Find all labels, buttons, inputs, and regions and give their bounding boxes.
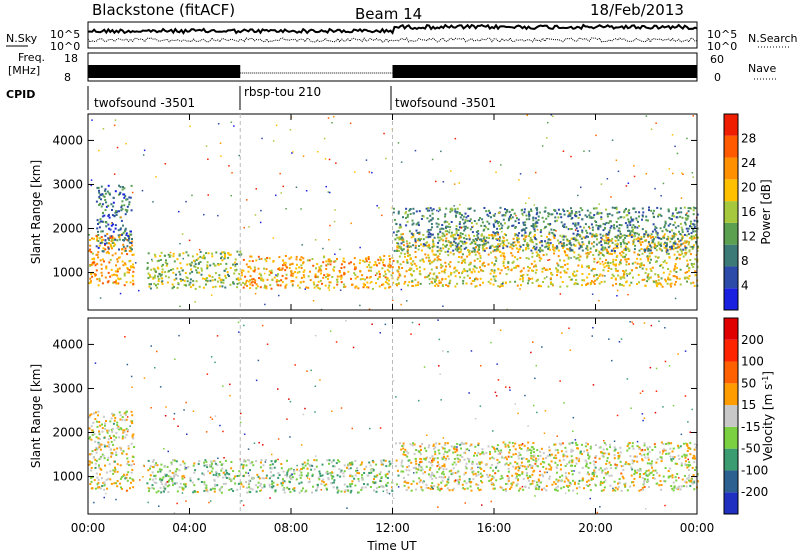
- y-tick-label: 3000: [52, 177, 83, 191]
- nave-tick-top: 60: [710, 53, 724, 66]
- x-tick-label: 00:00: [71, 521, 106, 535]
- station-title: Blackstone (fitACF): [92, 1, 235, 19]
- power-echoes: [88, 114, 699, 311]
- velocity-echoes: [88, 319, 699, 514]
- colorbar-tick-label: 28: [741, 132, 756, 146]
- colorbar-tick-label: -50: [741, 442, 761, 456]
- colorbar-swatch: [724, 492, 738, 514]
- colorbar-frame: [723, 317, 739, 515]
- colorbar-tick-label: 20: [741, 181, 756, 195]
- power-colorbar: 4 8 12 16 20 24 28: [723, 113, 756, 311]
- colorbar-tick-label: 200: [741, 333, 764, 347]
- colorbar-swatch: [724, 114, 738, 136]
- nsky-tick-bottom: 10^0: [50, 40, 80, 53]
- x-axis-label: Time UT: [366, 539, 417, 553]
- nsearch-trace: [87, 37, 698, 43]
- colorbar-swatch: [724, 318, 738, 340]
- x-tick-label: 00:00: [680, 521, 715, 535]
- echo-region-2: [146, 250, 243, 290]
- y-tick-label: 4000: [52, 133, 83, 147]
- colorbar-frame: [723, 113, 739, 311]
- colorbar-swatch: [724, 339, 738, 362]
- cpid-label: CPID: [6, 88, 35, 101]
- colorbar-tick-label: 24: [741, 156, 756, 170]
- echo-region-5: [392, 206, 699, 253]
- x-tick-labels: 00:00 04:00 08:00 12:00 16:00 20:00 00:00: [71, 521, 715, 535]
- x-tick-label: 20:00: [578, 521, 613, 535]
- nsky-tick-top: 10^5: [50, 28, 80, 41]
- colorbar-swatch: [724, 222, 738, 245]
- echo-region-3: [395, 441, 699, 492]
- colorbar-swatch: [724, 135, 738, 158]
- colorbar-tick-label: 8: [741, 254, 749, 268]
- nave-tick-bottom: 0: [714, 71, 721, 84]
- nsearch-tick-bottom: 10^0: [707, 40, 737, 53]
- nsearch-tick-top: 10^5: [707, 28, 737, 41]
- colorbar-swatch: [724, 244, 738, 267]
- colorbar-tick-label: -15: [741, 420, 761, 434]
- colorbar-swatch: [724, 179, 738, 202]
- nsearch-label: N.Search: [748, 32, 798, 45]
- colorbar-swatch: [724, 426, 738, 449]
- colorbar-swatch: [724, 266, 738, 289]
- colorbar-swatch: [724, 361, 738, 384]
- colorbar-swatch: [724, 383, 738, 406]
- cpid-segment-2: rbsp-tou 210: [244, 85, 321, 99]
- colorbar-swatch: [724, 157, 738, 180]
- freq-band-1: [392, 65, 697, 78]
- beam-title: Beam 14: [355, 5, 422, 23]
- x-tick-label: 12:00: [375, 521, 410, 535]
- power-colorbar-label: Power [dB]: [759, 179, 773, 244]
- y-tick-label: 1000: [52, 266, 83, 280]
- freq-band-0: [88, 65, 241, 78]
- colorbar-tick-label: 15: [741, 398, 756, 412]
- colorbar-swatch: [724, 288, 738, 310]
- colorbar-swatch: [724, 448, 738, 471]
- echo-region-2: [240, 459, 394, 494]
- colorbar-tick-label: 50: [741, 376, 756, 390]
- colorbar-swatch: [724, 470, 738, 493]
- echo-region-3: [240, 255, 395, 290]
- nsky-trace: [87, 23, 698, 35]
- velocity-axes: 1000 2000 3000 4000: [52, 318, 698, 514]
- y-tick-label: 1000: [52, 470, 83, 484]
- freq-label-2: [MHz]: [8, 64, 40, 77]
- y-tick-label: 3000: [52, 381, 83, 395]
- power-ylabel: Slant Range [km]: [29, 160, 43, 264]
- x-tick-label: 04:00: [172, 521, 207, 535]
- velocity-colorbar: 200 100 50 15 -15 -50 -100 -200: [723, 317, 768, 515]
- x-tick-label: 16:00: [477, 521, 512, 535]
- colorbar-tick-label: 4: [741, 279, 749, 293]
- x-tick-label: 08:00: [274, 521, 309, 535]
- colorbar-tick-label: -100: [741, 463, 768, 477]
- freq-trace: [88, 65, 697, 78]
- y-tick-label: 4000: [52, 337, 83, 351]
- velocity-colorbar-label: Velocity [m s-1]: [761, 371, 775, 461]
- scattered-echoes: [88, 114, 698, 311]
- colorbar-swatch: [724, 405, 738, 427]
- scattered-echoes: [93, 319, 693, 514]
- power-axes: 1000 2000 3000 4000: [52, 114, 698, 310]
- velocity-ylabel: Slant Range [km]: [29, 364, 43, 468]
- cpid-segment-1: twofsound -3501: [94, 96, 195, 110]
- nsky-frame: [87, 21, 698, 49]
- date-title: 18/Feb/2013: [590, 1, 684, 19]
- freq-tick-bottom: 8: [64, 71, 71, 84]
- cpid-segment-3: twofsound -3501: [395, 96, 496, 110]
- nsky-label: N.Sky: [6, 32, 38, 45]
- colorbar-tick-label: 12: [741, 230, 756, 244]
- echo-region-1: [146, 459, 242, 494]
- colorbar-tick-label: -200: [741, 485, 768, 499]
- freq-tick-top: 18: [64, 52, 78, 65]
- y-tick-label: 2000: [52, 426, 83, 440]
- echo-region-0: [88, 410, 136, 492]
- y-tick-label: 2000: [52, 222, 83, 236]
- colorbar-tick-label: 16: [741, 205, 756, 219]
- colorbar-swatch: [724, 201, 738, 223]
- colorbar-tick-label: 100: [741, 355, 764, 369]
- freq-label-1: Freq.: [18, 51, 45, 64]
- nave-label: Nave: [748, 62, 776, 75]
